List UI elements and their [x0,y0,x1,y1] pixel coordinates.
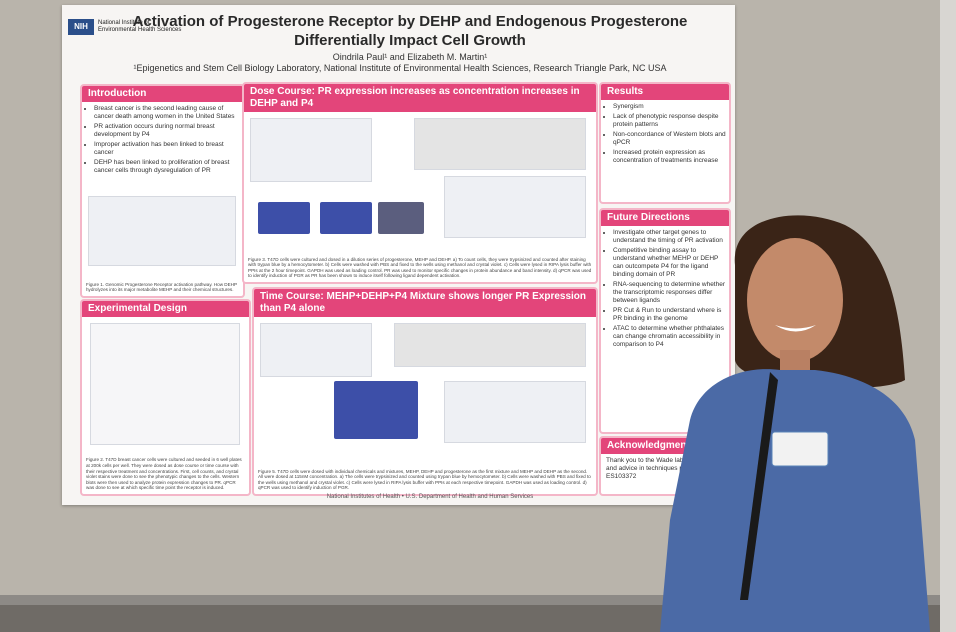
well-plate [258,202,310,234]
lanyard [740,372,778,600]
bullet-item: DEHP has been linked to proliferation of… [94,159,243,175]
bullet-list: Breast cancer is the second leading caus… [82,105,243,175]
poster-footer: National Institutes of Health • U.S. Dep… [326,494,534,500]
introduction-box: Introduction Breast cancer is the second… [80,84,245,298]
section-heading: Dose Course: PR expression increases as … [244,84,596,112]
bullet-item: Lack of phenotypic response despite prot… [613,113,729,129]
bullet-item: RNA-sequencing to determine whether the … [613,281,729,305]
qpcr-figure [444,176,586,238]
bullet-item: Competitive binding assay to understand … [613,247,729,279]
board-frame [0,595,956,605]
time-course-box: Time Course: MEHP+DEHP+P4 Mixture shows … [252,287,598,496]
bullet-item: Improper activation has been linked to b… [94,141,243,157]
bullet-item: PR activation occurs during normal breas… [94,123,243,139]
org-name: National Institute of Environmental Heal… [98,20,182,33]
section-heading: Time Course: MEHP+DEHP+P4 Mixture shows … [254,289,596,317]
section-heading: Future Directions [601,210,729,226]
ack-text: Thank you to the Wade lab for support an… [606,457,717,480]
design-box: Experimental Design Figure 2. T47D breas… [80,299,251,496]
figure-caption: Figure 2. T47D breast cancer cells were … [86,457,242,491]
qpcr-figure [444,381,586,443]
blot-figure [414,118,586,170]
design-figure [90,323,240,445]
results-box: Results Synergism Lack of phenotypic resp… [599,82,731,204]
figure-caption: Figure 5. T47D cells were dosed with ind… [258,468,591,491]
smile [775,325,816,332]
dose-course-box: Dose Course: PR expression increases as … [242,82,598,284]
poster-title: Activation of Progesterone Receptor by D… [132,13,688,49]
bullet-item: PR Cut & Run to understand where is PR b… [613,307,729,323]
pathway-figure [88,196,236,266]
section-heading: Introduction [82,86,243,102]
bar-figure [260,323,372,377]
authors: Oindrila Paul¹ and Elizabeth M. Martin¹ [332,52,488,62]
bar-figure [250,118,372,182]
nih-logo: NIH [68,19,94,35]
wall [940,0,956,632]
bullet-item: ATAC to determine whether phthalates can… [613,325,729,349]
well-plate [334,381,418,439]
face [747,238,843,362]
section-heading: Experimental Design [82,301,249,317]
bullet-list: Investigate other target genes to unders… [601,229,729,349]
well-plate [320,202,372,234]
blot-figure [394,323,586,367]
figure-caption: Figure 1. Genomic Progesterone Receptor … [86,281,237,293]
bullet-item: Investigate other target genes to unders… [613,229,729,245]
well-plate [378,202,424,234]
section-heading: Results [601,84,729,100]
bullet-item: Breast cancer is the second leading caus… [94,105,243,121]
affiliation: ¹Epigenetics and Stem Cell Biology Labor… [133,63,667,73]
figure-caption: Figure 3. T47D cells were cultured and d… [248,256,592,279]
name-tag [771,431,829,467]
bullet-item: Non-concordance of Western blots and qPC… [613,131,729,147]
bullet-item: Synergism [613,103,729,111]
shirt [660,369,930,632]
bullet-list: Synergism Lack of phenotypic response des… [601,103,729,165]
bullet-item: Increased protein expression as concentr… [613,149,729,165]
